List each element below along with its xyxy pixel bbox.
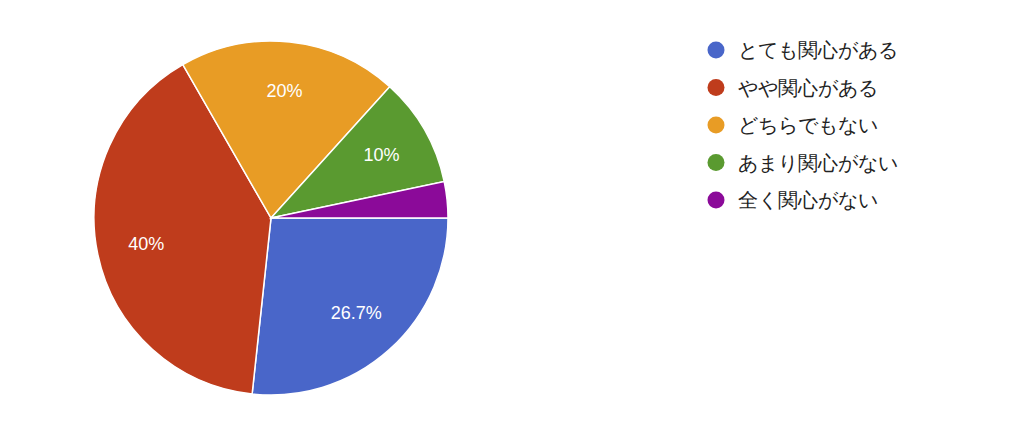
- legend-item: あまり関心がない: [708, 152, 899, 174]
- data-label: 40%: [128, 234, 164, 254]
- legend-swatch: [708, 42, 725, 59]
- data-label: 20%: [267, 81, 303, 101]
- legend: とても関心があるやや関心があるどちらでもないあまり関心がない全く関心がない: [708, 39, 899, 211]
- legend-swatch: [708, 192, 725, 209]
- legend-label: やや関心がある: [738, 77, 878, 99]
- pie-slice: [271, 182, 448, 218]
- pie-slice: [252, 218, 448, 395]
- legend-item: やや関心がある: [708, 77, 879, 99]
- data-label: 26.7%: [331, 303, 382, 323]
- legend-label: 全く関心がない: [738, 189, 878, 211]
- legend-item: 全く関心がない: [708, 189, 879, 211]
- data-label: 10%: [363, 145, 399, 165]
- legend-label: どちらでもない: [738, 114, 878, 136]
- legend-swatch: [708, 117, 725, 134]
- legend-swatch: [708, 79, 725, 96]
- legend-label: あまり関心がない: [738, 152, 898, 174]
- legend-label: とても関心がある: [738, 39, 898, 61]
- legend-item: とても関心がある: [708, 39, 899, 61]
- legend-item: どちらでもない: [708, 114, 879, 136]
- chart: 26.7% 40% 20% 10% とても関心があるやや関心があるどちらでもないあまり関…: [0, 0, 1024, 446]
- pie: 26.7% 40% 20% 10%: [94, 41, 448, 395]
- legend-swatch: [708, 154, 725, 171]
